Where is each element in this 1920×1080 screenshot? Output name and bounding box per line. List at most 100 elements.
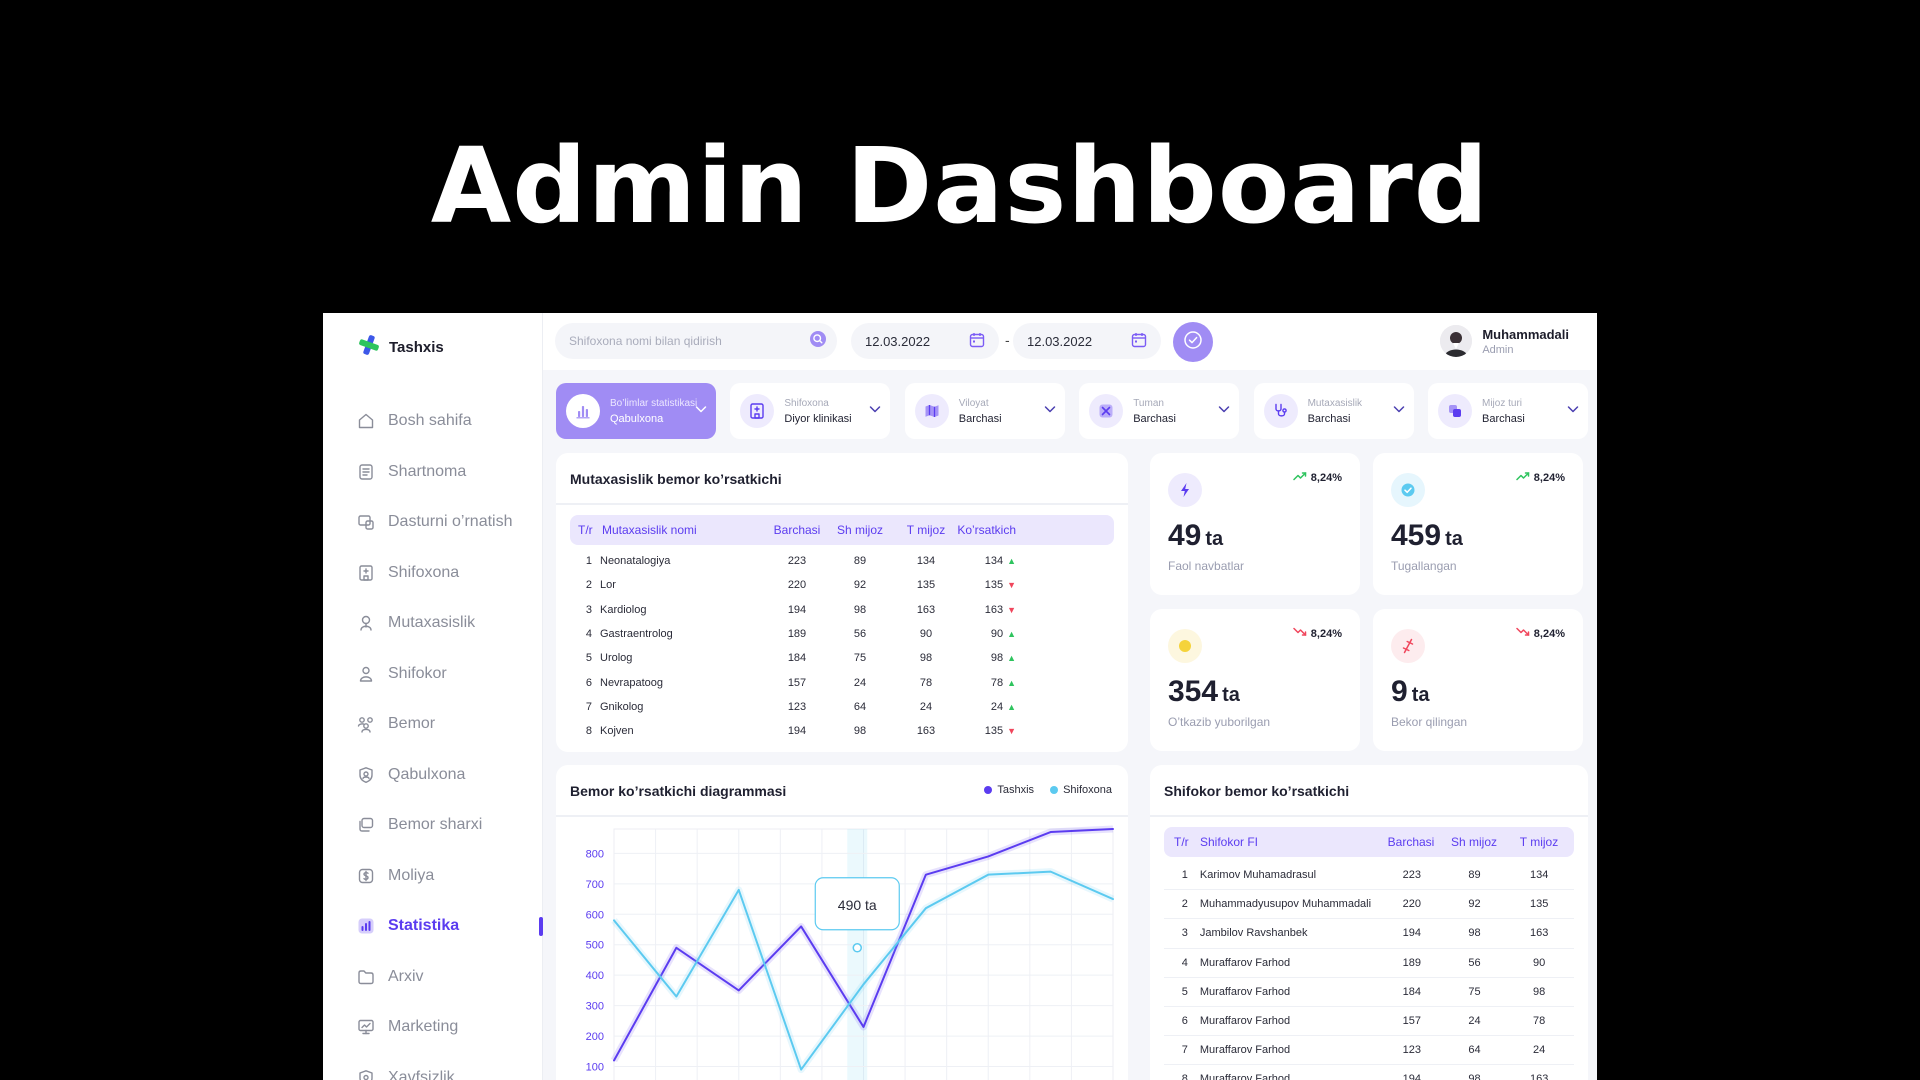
stat-unit: ta <box>1445 528 1463 550</box>
table-cell: 223 <box>770 555 824 567</box>
date-from-picker[interactable]: 12.03.2022 <box>851 323 999 359</box>
filter-dropdown-5[interactable]: Mutaxasislik Barchasi <box>1253 383 1414 439</box>
table-row[interactable]: 2 Lor 220 92 135 135 ▼ <box>570 573 1114 597</box>
sidebar-item-statistika[interactable]: Statistika <box>323 901 543 952</box>
table-cell: 194 <box>770 725 824 737</box>
table-row[interactable]: 3 Kardiolog 194 98 163 163 ▼ <box>570 598 1114 622</box>
table-cell: 135 <box>896 579 956 591</box>
cell-text: 98 <box>919 652 933 665</box>
tooltip-box <box>814 877 900 931</box>
legend-label: Shifoxona <box>1063 784 1112 796</box>
table-row[interactable]: 5 Muraffarov Farhod 184 75 98 <box>1164 978 1574 1007</box>
filter-dropdown-4[interactable]: Tuman Barchasi <box>1079 383 1240 439</box>
column-header[interactable]: T/r <box>578 523 593 537</box>
cell-text: 56 <box>853 628 867 641</box>
filter-value: Barchasi <box>1133 412 1176 425</box>
filter-dropdown-1[interactable]: Bo’limlar statistikasi Qabulxona <box>556 383 716 439</box>
column-header[interactable]: Shifokor FI <box>1200 835 1259 849</box>
cell-text: 7 <box>585 700 592 713</box>
sidebar-item-label: Marketing <box>388 1018 459 1036</box>
sidebar-item-shartnoma[interactable]: Shartnoma <box>323 447 543 498</box>
sidebar-item-bosh-sahifa[interactable]: Bosh sahifa <box>323 396 543 447</box>
stat-card-1[interactable]: 8,24% 49 ta Faol navbatlar <box>1150 453 1360 595</box>
table-row[interactable]: 1 Neonatalogiya 223 89 134 134 ▲ <box>570 549 1114 573</box>
column-header[interactable]: Barchasi <box>1387 835 1435 849</box>
sidebar-item-moliya[interactable]: Moliya <box>323 851 543 902</box>
sidebar-item-qabulxona[interactable]: Qabulxona <box>323 750 543 801</box>
cell-text: 98 <box>853 603 867 616</box>
legend-item-shifoxona[interactable]: Shifoxona <box>1050 784 1112 796</box>
sidebar-item-label: Shartnoma <box>388 462 467 480</box>
table-row[interactable]: 8 Muraffarov Farhod 194 98 163 <box>1164 1065 1574 1080</box>
legend-dot <box>1050 786 1059 795</box>
table-row[interactable]: 6 Nevrapatoog 157 24 78 78 ▲ <box>570 670 1114 694</box>
sidebar-item-bemor[interactable]: Bemor <box>323 699 543 750</box>
marketing-icon <box>357 1018 375 1036</box>
legend-item-tashxis[interactable]: Tashxis <box>984 784 1034 796</box>
filter-dropdown-6[interactable]: Mijoz turi Barchasi <box>1428 383 1588 439</box>
sidebar-item-xavfsizlik[interactable]: Xavfsizlik <box>323 1053 543 1080</box>
filter-dropdown-3[interactable]: Viloyat Barchasi <box>904 383 1065 439</box>
calendar-icon[interactable] <box>1131 332 1147 351</box>
table-row[interactable]: 7 Muraffarov Farhod 123 64 24 <box>1164 1036 1574 1066</box>
date-to-picker[interactable]: 12.03.2022 <box>1013 323 1161 359</box>
column-header[interactable]: T/r <box>1174 835 1189 849</box>
table-cell: 123 <box>770 701 824 713</box>
table-cell: 5 <box>570 652 592 664</box>
calendar-icon[interactable] <box>969 332 985 351</box>
table-cell: 78 <box>896 677 956 689</box>
filter-dropdown-2[interactable]: Shifoxona Diyor klinikasi <box>730 383 891 439</box>
column-header[interactable]: T mijoz <box>906 523 946 537</box>
table-row[interactable]: 8 Kojven 194 98 163 135 ▼ <box>570 719 1114 743</box>
table-row[interactable]: 4 Gastraentrolog 189 56 90 90 ▲ <box>570 622 1114 646</box>
specialty-table-card: Mutaxasislik bemor ko’rsatkichi T/r Mutax… <box>556 453 1128 752</box>
sidebar-item-bemor-sharxi[interactable]: Bemor sharxi <box>323 800 543 851</box>
table-row[interactable]: 4 Muraffarov Farhod 189 56 90 <box>1164 949 1574 978</box>
column-header[interactable]: Sh mijoz <box>836 523 883 537</box>
avatar <box>1440 325 1473 357</box>
table-row[interactable]: 1 Karimov Muhamadrasul 223 89 134 <box>1164 861 1574 891</box>
cell-text: 184 <box>787 652 807 665</box>
table-row[interactable]: 3 Jambilov Ravshanbek 194 98 163 <box>1164 919 1574 949</box>
brand-logo[interactable]: Tashxis <box>357 333 444 362</box>
table-cell: 184 <box>770 652 824 664</box>
stat-card-2[interactable]: 8,24% 459 ta Tugallangan <box>1373 453 1583 595</box>
column-header[interactable]: Sh mijoz <box>1450 835 1497 849</box>
cell-text: 1 <box>1181 869 1188 882</box>
sidebar-item-mutaxasislik[interactable]: Mutaxasislik <box>323 598 543 649</box>
line-chart[interactable]: 100 200 300 400 500 600 700 800 490 ta <box>556 817 1128 1080</box>
cell-text: 4 <box>585 628 592 641</box>
search-input[interactable] <box>569 334 799 348</box>
filter-label: Mutaxasislik <box>1307 397 1363 409</box>
cell-text: Nevrapatoog <box>600 676 663 689</box>
column-header[interactable]: Mutaxasislik nomi <box>602 523 697 537</box>
table-row[interactable]: 5 Urolog 184 75 98 98 ▲ <box>570 646 1114 670</box>
doctor-table-body: 1 Karimov Muhamadrasul 223 89 134 2 Muhammadyu… <box>1164 861 1574 1080</box>
table-row[interactable]: 6 Muraffarov Farhod 157 24 78 <box>1164 1007 1574 1037</box>
cell-text: 92 <box>853 579 867 592</box>
sidebar-item-shifokor[interactable]: Shifokor <box>323 649 543 700</box>
search-icon[interactable] <box>809 330 827 353</box>
user-profile[interactable]: Muhammadali Admin <box>1440 325 1569 357</box>
apply-date-button[interactable] <box>1173 322 1213 362</box>
stat-card-4[interactable]: 8,24% 9 ta Bekor qilingan <box>1373 609 1583 751</box>
sidebar-item-marketing[interactable]: Marketing <box>323 1002 543 1053</box>
sidebar-item-arxiv[interactable]: Arxiv <box>323 952 543 1003</box>
sidebar-item-label: Mutaxasislik <box>388 614 476 632</box>
table-row[interactable]: 2 Muhammadyusupov Muhammadali 220 92 135 <box>1164 890 1574 920</box>
stat-card-3[interactable]: 8,24% 354 ta O’tkazib yuborilgan <box>1150 609 1360 751</box>
table-cell: Gastraentrolog <box>600 628 770 640</box>
sidebar-item-shifoxona[interactable]: Shifoxona <box>323 548 543 599</box>
cell-text: 135 <box>984 579 1004 592</box>
column-header[interactable]: Ko’rsatkich <box>957 523 1016 537</box>
column-header[interactable]: T mijoz <box>1519 835 1559 849</box>
cell-text: 189 <box>1402 956 1421 969</box>
cell-text: Muraffarov Farhod <box>1199 1044 1291 1057</box>
cell-text: 157 <box>787 676 807 689</box>
column-header[interactable]: Barchasi <box>773 523 821 537</box>
table-row[interactable]: 7 Gnikolog 123 64 24 24 ▲ <box>570 695 1114 719</box>
sidebar-item-dasturni-o-rnatish[interactable]: Dasturni o’rnatish <box>323 497 543 548</box>
cell-text: 194 <box>787 603 807 616</box>
table-cell: 223 <box>1379 869 1445 881</box>
table-cell: 184 <box>1379 986 1445 998</box>
